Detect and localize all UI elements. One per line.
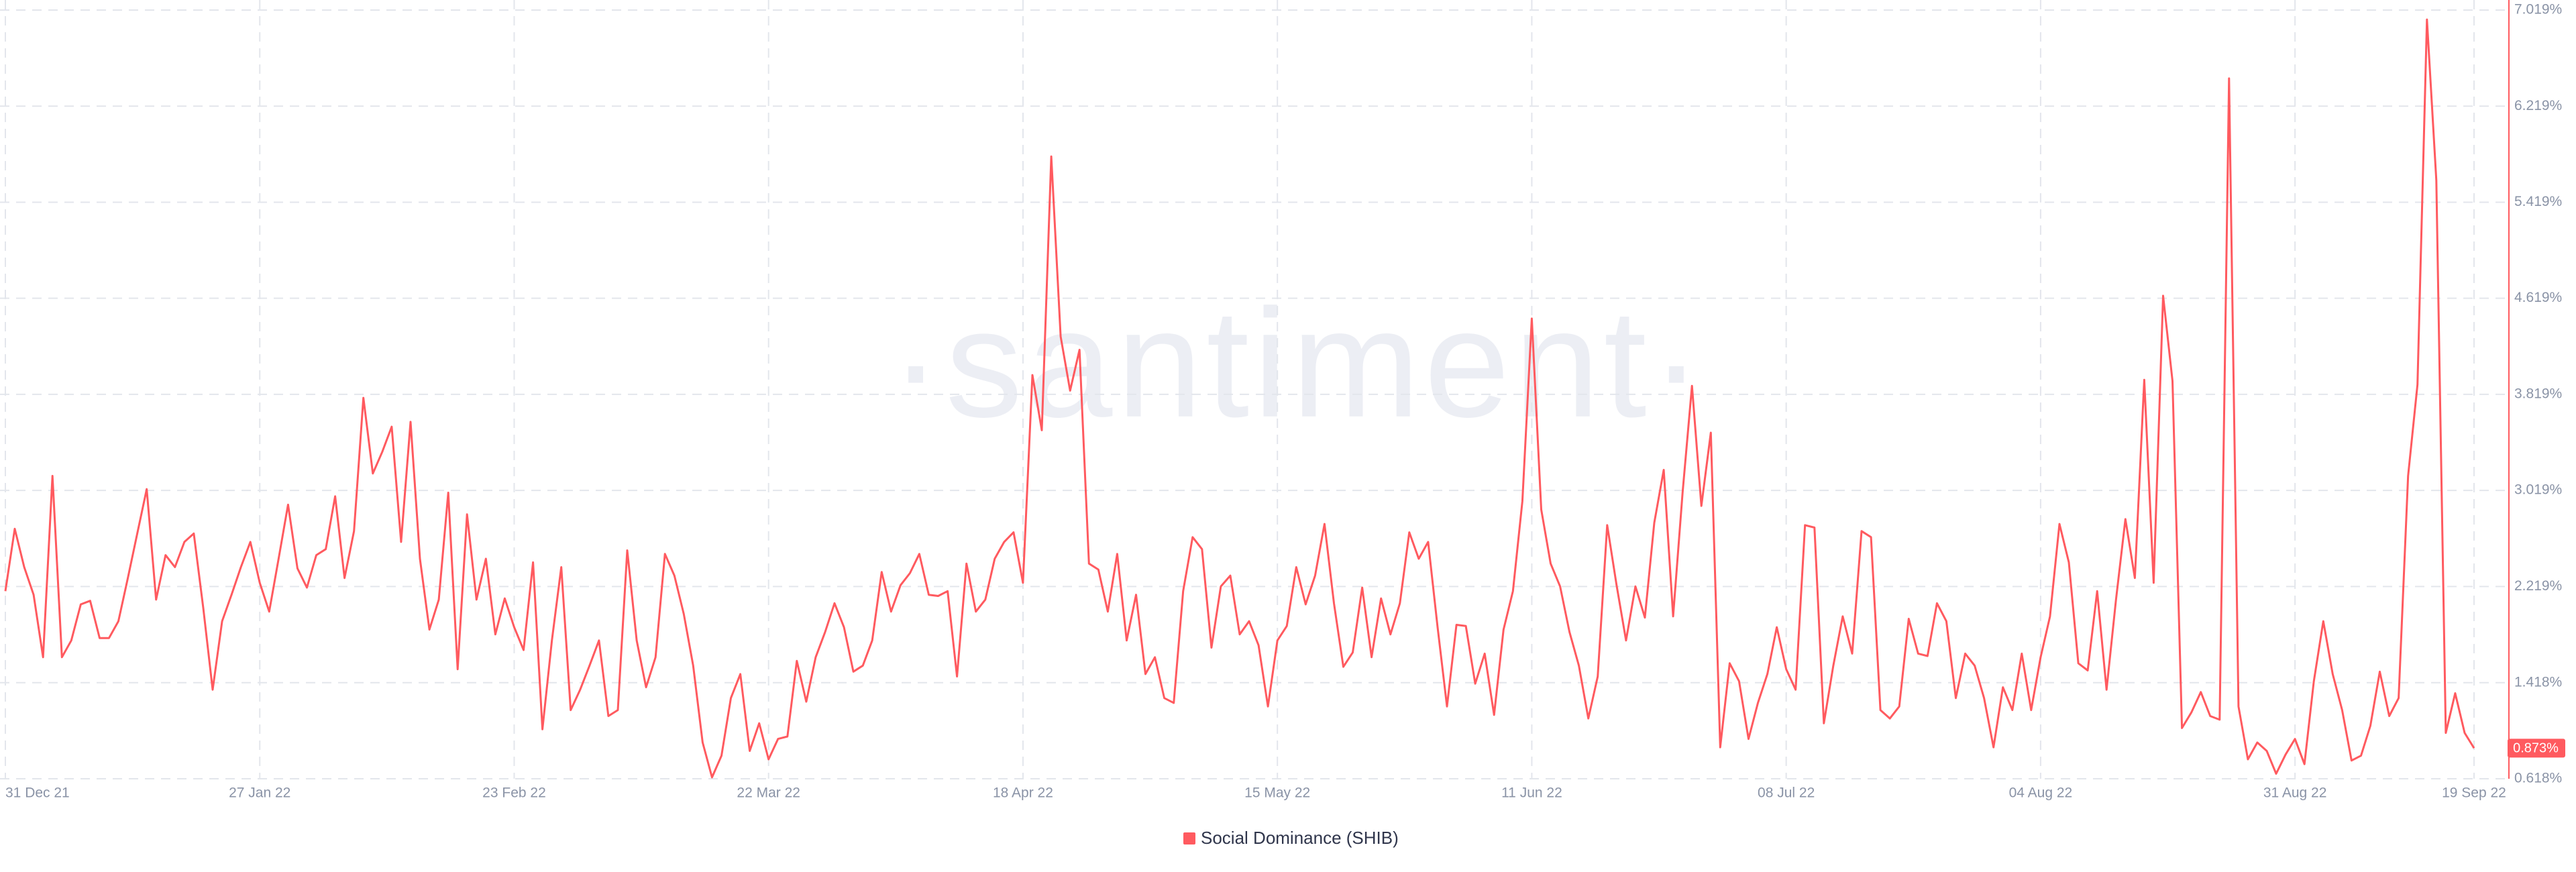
y-tick-label: 3.019% <box>2514 482 2562 498</box>
x-tick-label: 27 Jan 22 <box>229 785 290 801</box>
x-tick-label: 04 Aug 22 <box>2009 785 2073 801</box>
y-tick-label: 0.618% <box>2514 771 2562 786</box>
x-tick-label: 15 May 22 <box>1244 785 1310 801</box>
legend-label: Social Dominance (SHIB) <box>1201 828 1399 848</box>
x-tick-label: 31 Dec 21 <box>5 785 70 801</box>
data-line <box>4 18 2475 779</box>
legend-swatch <box>1183 832 1195 844</box>
y-tick-label: 6.219% <box>2514 98 2562 113</box>
y-tick-label: 3.819% <box>2514 386 2562 401</box>
x-tick-label: 22 Mar 22 <box>737 785 800 801</box>
value-badge: 0.873% <box>2508 739 2565 758</box>
value-badge-label: 0.873% <box>2513 741 2559 756</box>
y-tick-label: 1.418% <box>2514 674 2562 690</box>
watermark: ·santiment· <box>890 277 1706 449</box>
x-tick-label: 11 Jun 22 <box>1501 785 1562 801</box>
x-tick-label: 18 Apr 22 <box>993 785 1053 801</box>
value-badge-bg <box>2508 739 2565 758</box>
x-tick-label: 08 Jul 22 <box>1758 785 1815 801</box>
x-tick-label: 31 Aug 22 <box>2263 785 2327 801</box>
y-tick-label: 2.219% <box>2514 578 2562 594</box>
x-tick-label: 23 Feb 22 <box>482 785 546 801</box>
x-tick-label: 19 Sep 22 <box>2442 785 2506 801</box>
y-tick-label: 5.419% <box>2514 194 2562 209</box>
y-tick-label: 4.619% <box>2514 290 2562 305</box>
y-tick-label: 7.019% <box>2514 2 2562 17</box>
